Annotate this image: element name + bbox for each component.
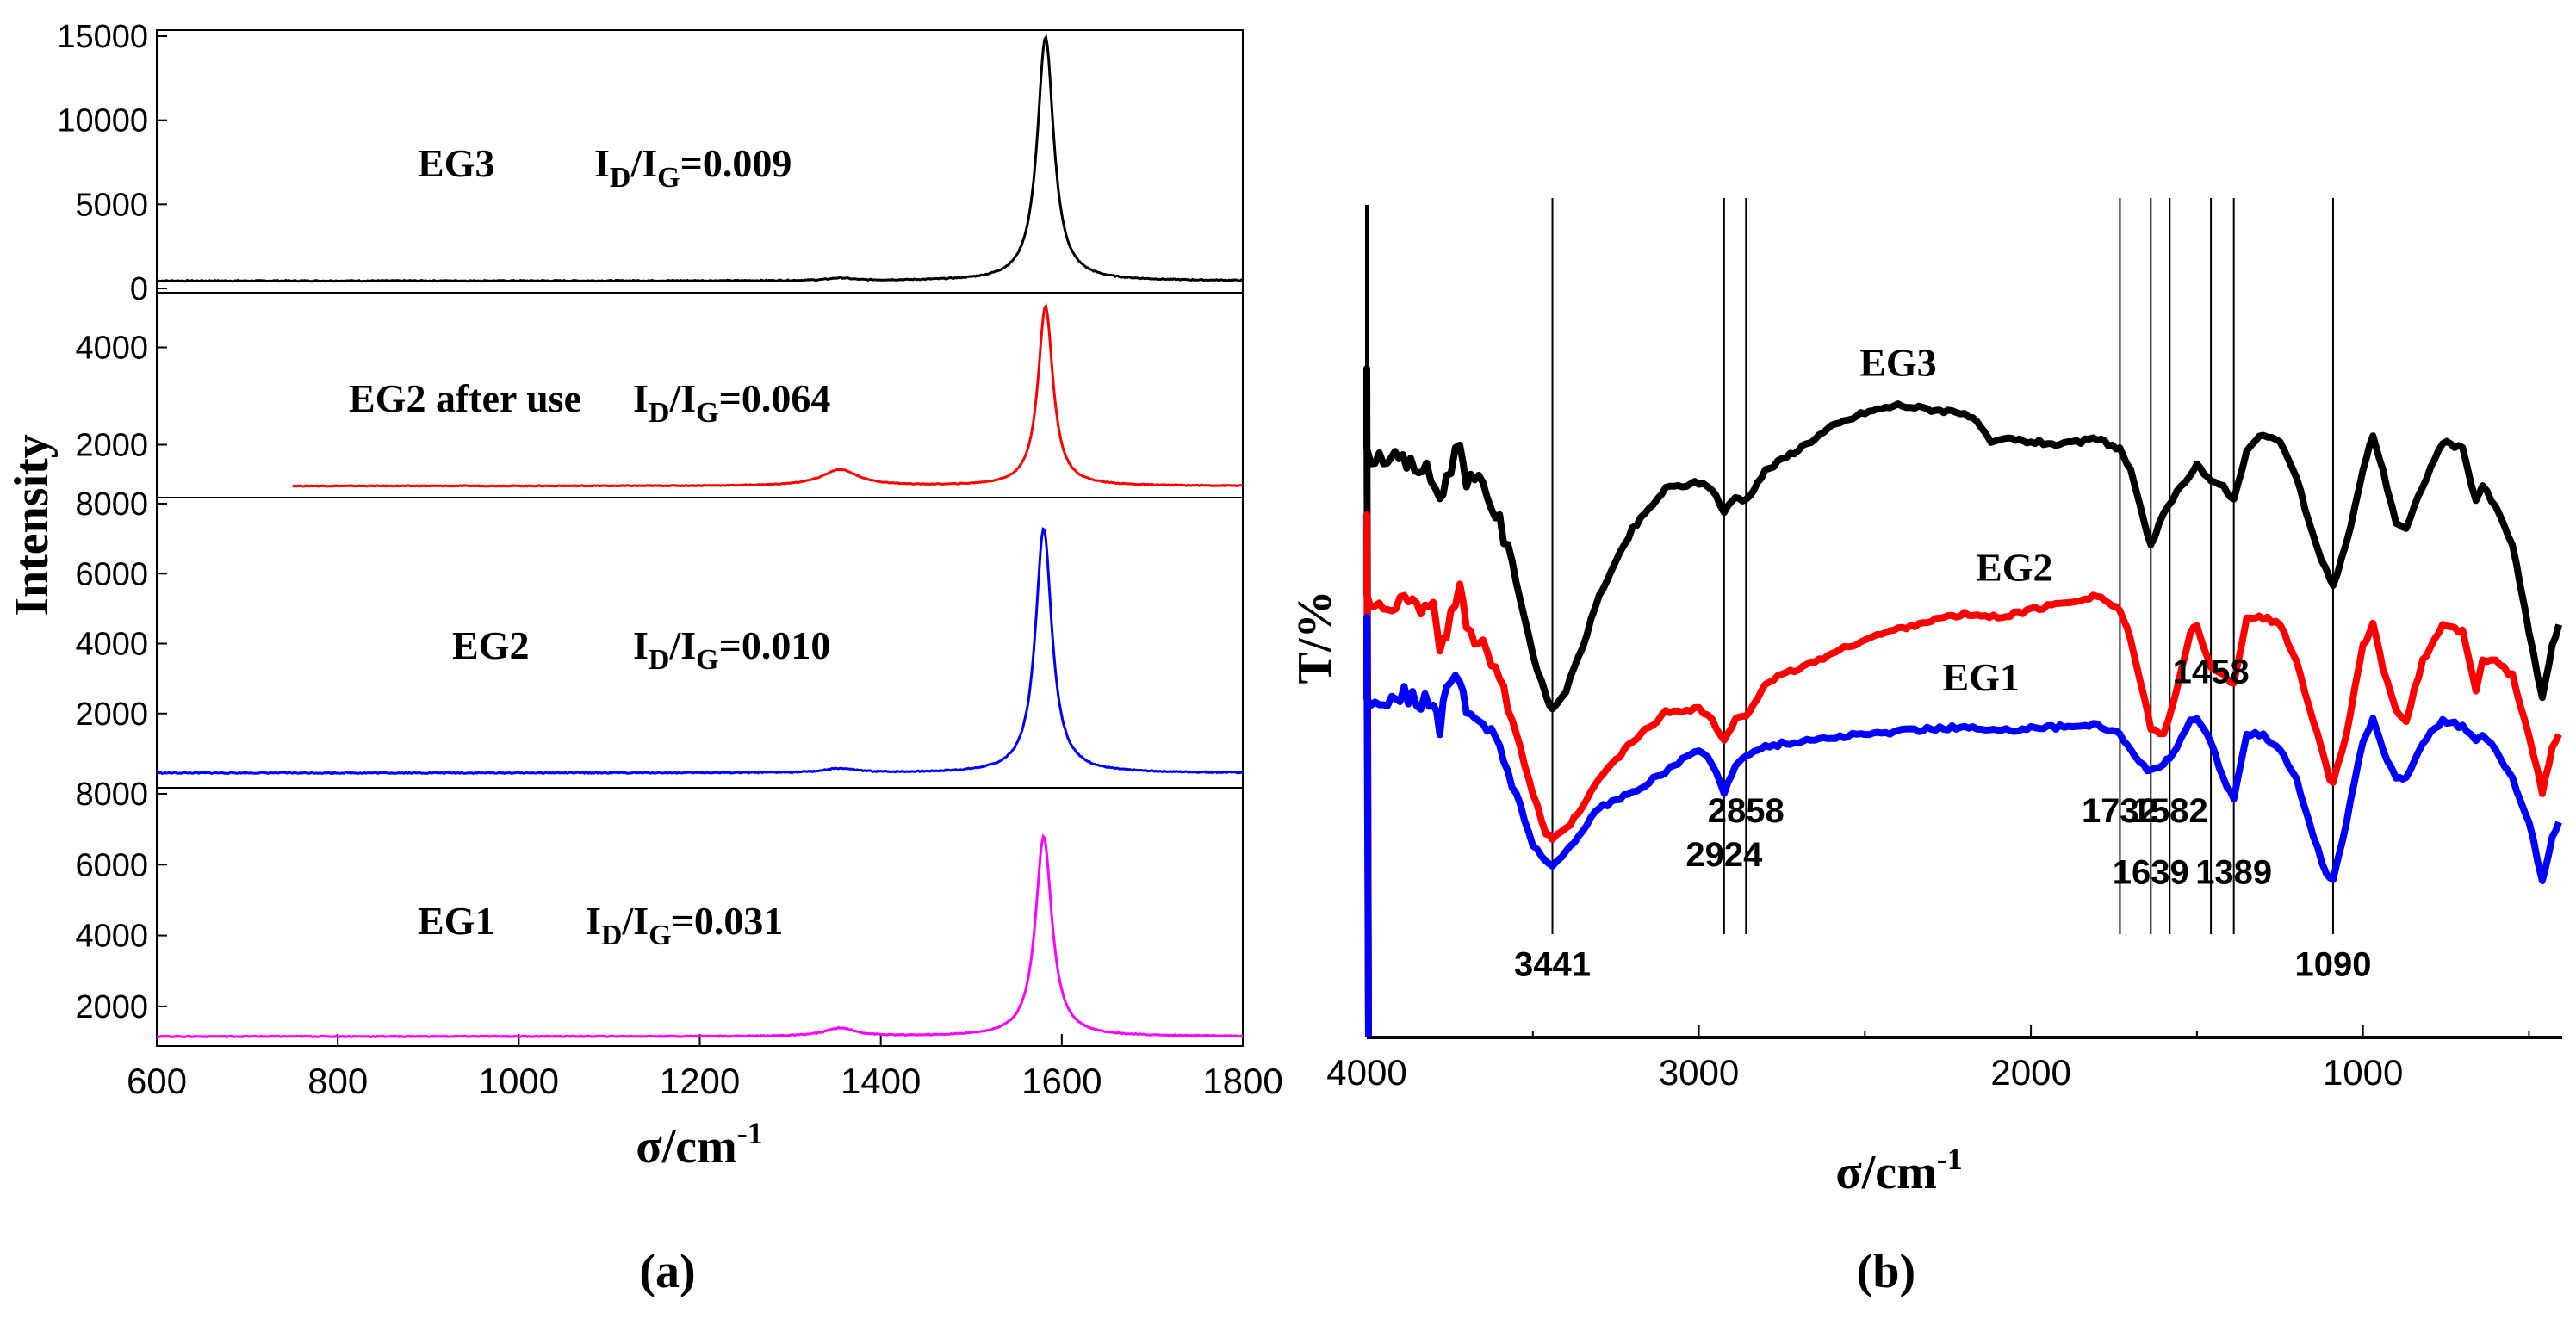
raman-ratio-part-ratio_sub1: D — [601, 920, 623, 951]
ftir-peak-label-1639: 1639 — [2113, 853, 2189, 891]
raman-ratio-part-ratio_sub2: G — [696, 644, 718, 676]
raman-ytick-label-EG1-4000: 4000 — [75, 919, 148, 955]
ftir-peak-label-3441: 3441 — [1514, 946, 1591, 984]
raman-ytick-label-EG2-after-use-4000: 4000 — [75, 331, 148, 367]
ftir-panel: T/% σ/cm-1 (b) 4000 3000 2000 1000 EG3 EG2 EG1… — [1288, 198, 2562, 1298]
ftir-xtick-label-3000: 3000 — [1659, 1052, 1739, 1093]
raman-ratio-EG1: ID/IG=0.031 — [586, 899, 783, 951]
raman-ratio-part-ratio_value: =0.009 — [680, 141, 792, 185]
raman-xtick-label-1200: 1200 — [660, 1061, 740, 1101]
raman-label-EG2-after-use: EG2 after use — [349, 376, 581, 420]
ftir-peak-label-2924: 2924 — [1685, 836, 1763, 874]
raman-ratio-part-ratio_value: =0.064 — [719, 376, 831, 420]
raman-ratio-part-ratio_mid: /I — [621, 899, 649, 943]
raman-curve-EG2-after-use — [292, 303, 1243, 488]
raman-ratio-part-ratio_sub1: D — [649, 644, 670, 676]
raman-ratio-part-ratio_prefix: I — [594, 141, 610, 185]
raman-label-EG2: EG2 — [452, 623, 529, 667]
raman-y-axis-title: Intensity — [5, 434, 59, 616]
raman-label-EG3: EG3 — [418, 141, 494, 185]
raman-ytick-label-EG2-after-use-2000: 2000 — [75, 428, 148, 464]
raman-ratio-part-ratio_mid: /I — [630, 141, 657, 185]
ftir-series-label-EG2: EG2 — [1976, 546, 2052, 590]
ftir-peak-label-1458: 1458 — [2173, 653, 2250, 691]
raman-xtick-label-1400: 1400 — [841, 1061, 921, 1101]
raman-ytick-label-EG3-15000: 15000 — [57, 19, 148, 55]
raman-ytick-label-EG3-0: 0 — [130, 271, 148, 307]
raman-xtick-label-800: 800 — [307, 1061, 368, 1101]
raman-ratio-part-ratio_sub2: G — [696, 397, 718, 429]
raman-ytick-label-EG1-2000: 2000 — [75, 989, 148, 1025]
ftir-xtick-label-2000: 2000 — [1990, 1052, 2070, 1093]
raman-ratio-part-ratio_prefix: I — [633, 623, 649, 667]
raman-subplot-EG2-after-use: 2000 4000 EG2 after use ID/IG=0.064 — [75, 292, 1244, 498]
raman-ratio-part-ratio_prefix: I — [633, 376, 649, 420]
raman-frame-EG2-after-use — [156, 292, 1244, 498]
ftir-peak-label-1389: 1389 — [2195, 853, 2272, 891]
ftir-series-label-EG1: EG1 — [1943, 655, 2020, 699]
raman-curve-EG2 — [156, 527, 1244, 776]
raman-label-EG1: EG1 — [418, 899, 494, 943]
raman-ratio-part-ratio_sub2: G — [649, 920, 671, 951]
raman-ytick-label-EG3-10000: 10000 — [57, 103, 148, 139]
ftir-curve-EG3 — [1363, 365, 2562, 1038]
raman-ratio-EG2-after-use: ID/IG=0.064 — [633, 376, 830, 429]
raman-ratio-part-ratio_sub1: D — [649, 397, 670, 429]
raman-ratio-part-ratio_sub2: G — [657, 162, 680, 194]
ftir-plot: 4000 3000 2000 1000 EG3 EG2 EG1 3441 2924 2858 173… — [1326, 198, 2562, 1093]
raman-ytick-label-EG3-5000: 5000 — [75, 187, 148, 223]
raman-curve-EG3 — [156, 34, 1244, 283]
raman-x-axis-title: σ/cm-1 — [636, 1116, 763, 1173]
raman-xtick-label-1600: 1600 — [1021, 1061, 1102, 1101]
ftir-peak-label-1732: 1732 — [2082, 792, 2158, 830]
raman-x-ticks: 600 800 1000 1200 1400 1600 1800 — [127, 1034, 1283, 1101]
ftir-peak-label-2858: 2858 — [1708, 792, 1785, 830]
ftir-y-axis-title: T/% — [1288, 591, 1342, 684]
raman-ratio-EG3: ID/IG=0.009 — [594, 141, 791, 194]
ftir-xtick-label-4000: 4000 — [1326, 1052, 1406, 1093]
raman-ratio-part-ratio_sub1: D — [610, 162, 631, 194]
ftir-curve-EG1 — [1363, 614, 2562, 1038]
ftir-peak-label-1090: 1090 — [2294, 946, 2371, 984]
raman-ratio-part-ratio_prefix: I — [586, 899, 601, 943]
raman-subplot-EG2: 2000 4000 6000 8000 EG2 ID/IG=0.010 — [75, 486, 1244, 789]
ftir-series-label-EG3: EG3 — [1859, 341, 1936, 385]
raman-xtick-label-600: 600 — [127, 1061, 187, 1101]
ftir-xtick-label-1000: 1000 — [2323, 1052, 2403, 1093]
raman-xtick-label-1000: 1000 — [479, 1061, 559, 1101]
raman-ytick-label-EG1-8000: 8000 — [75, 777, 148, 813]
ftir-curve-EG2 — [1363, 511, 2562, 1038]
raman-ytick-label-EG2-2000: 2000 — [75, 697, 148, 733]
raman-ytick-label-EG2-6000: 6000 — [75, 556, 148, 592]
raman-ytick-label-EG2-4000: 4000 — [75, 627, 148, 663]
raman-ratio-part-ratio_mid: /I — [668, 623, 696, 667]
raman-curve-EG1 — [156, 833, 1244, 1039]
ftir-x-axis-title: σ/cm-1 — [1835, 1142, 1963, 1199]
raman-xtick-label-1800: 1800 — [1202, 1061, 1282, 1101]
raman-ytick-label-EG2-8000: 8000 — [75, 486, 148, 523]
raman-ratio-EG2: ID/IG=0.010 — [633, 623, 830, 676]
raman-ytick-label-EG1-6000: 6000 — [75, 847, 148, 883]
raman-panel: Intensity σ/cm-1 (a) 600 800 1000 1200 1400 1… — [5, 19, 1283, 1298]
panel-label-b: (b) — [1857, 1245, 1915, 1298]
raman-subplot-EG3: 0 5000 10000 15000 EG3 ID/IG=0.009 — [57, 19, 1244, 307]
raman-subplot-EG1: 2000 4000 6000 8000 EG1 ID/IG=0.031 — [75, 777, 1244, 1047]
ftir-peak-label-1582: 1582 — [2132, 792, 2208, 830]
raman-frame-EG1 — [156, 787, 1244, 1047]
raman-ratio-part-ratio_mid: /I — [668, 376, 696, 420]
raman-frame-EG2 — [156, 497, 1244, 789]
raman-ratio-part-ratio_value: =0.031 — [672, 899, 784, 943]
panel-label-a: (a) — [639, 1245, 695, 1298]
raman-ratio-part-ratio_value: =0.010 — [719, 623, 831, 667]
